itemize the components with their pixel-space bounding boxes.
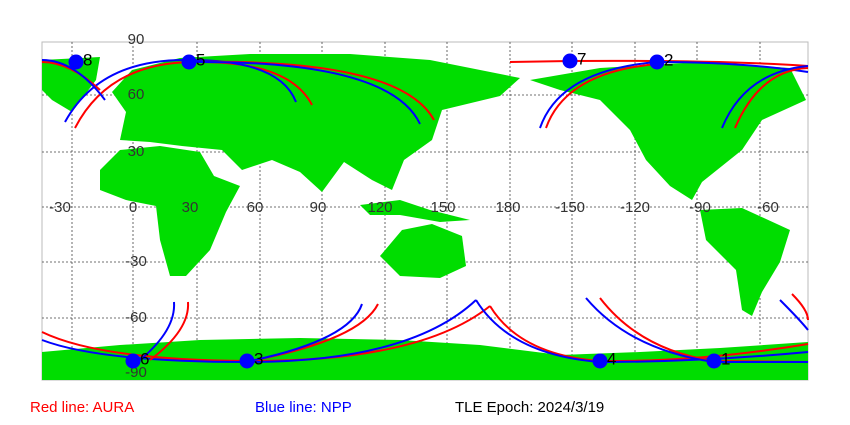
satellite-point (592, 353, 608, 369)
satellite-point (68, 54, 84, 70)
satellite-point (649, 54, 665, 70)
legend-blue: Blue line: NPP (255, 399, 352, 416)
satellite-label: 4 (607, 349, 616, 368)
satellite-label: 3 (254, 349, 263, 368)
satellite-point (181, 54, 197, 70)
lon-label: 0 (129, 199, 137, 216)
satellite-label: 1 (721, 349, 730, 368)
lon-label: -90 (689, 199, 711, 216)
lon-label: 30 (182, 199, 199, 216)
lon-label: 180 (495, 199, 520, 216)
satellite-point (562, 53, 578, 69)
lon-label: 120 (367, 199, 392, 216)
satellite-point (706, 353, 722, 369)
lat-label: 90 (128, 31, 145, 48)
lon-label: -120 (620, 199, 650, 216)
lat-label: -60 (125, 309, 147, 326)
lon-label: -150 (555, 199, 585, 216)
land (42, 54, 808, 380)
satellite-label: 8 (83, 50, 92, 69)
satellite-point (125, 353, 141, 369)
graticule-labels: -30 0 30 60 90 120 150 180 -150 -120 -90 -60 90 60 30 -… (49, 31, 779, 381)
lon-label: -30 (49, 199, 71, 216)
satellite-label: 6 (140, 349, 149, 368)
lon-label: -60 (757, 199, 779, 216)
lat-label: 30 (128, 143, 145, 160)
lat-label: -90 (125, 364, 147, 381)
satellite-points: 1 2 3 4 5 6 7 8 (68, 49, 730, 369)
lat-label: -30 (125, 253, 147, 270)
legend-red: Red line: AURA (30, 399, 134, 416)
satellite-point (239, 353, 255, 369)
legend-epoch: TLE Epoch: 2024/3/19 (455, 399, 604, 416)
satellite-label: 7 (577, 49, 586, 68)
lon-label: 150 (430, 199, 455, 216)
lon-label: 60 (247, 199, 264, 216)
satellite-label: 5 (196, 50, 205, 69)
lat-label: 60 (128, 86, 145, 103)
lon-label: 90 (310, 199, 327, 216)
satellite-label: 2 (664, 50, 673, 69)
